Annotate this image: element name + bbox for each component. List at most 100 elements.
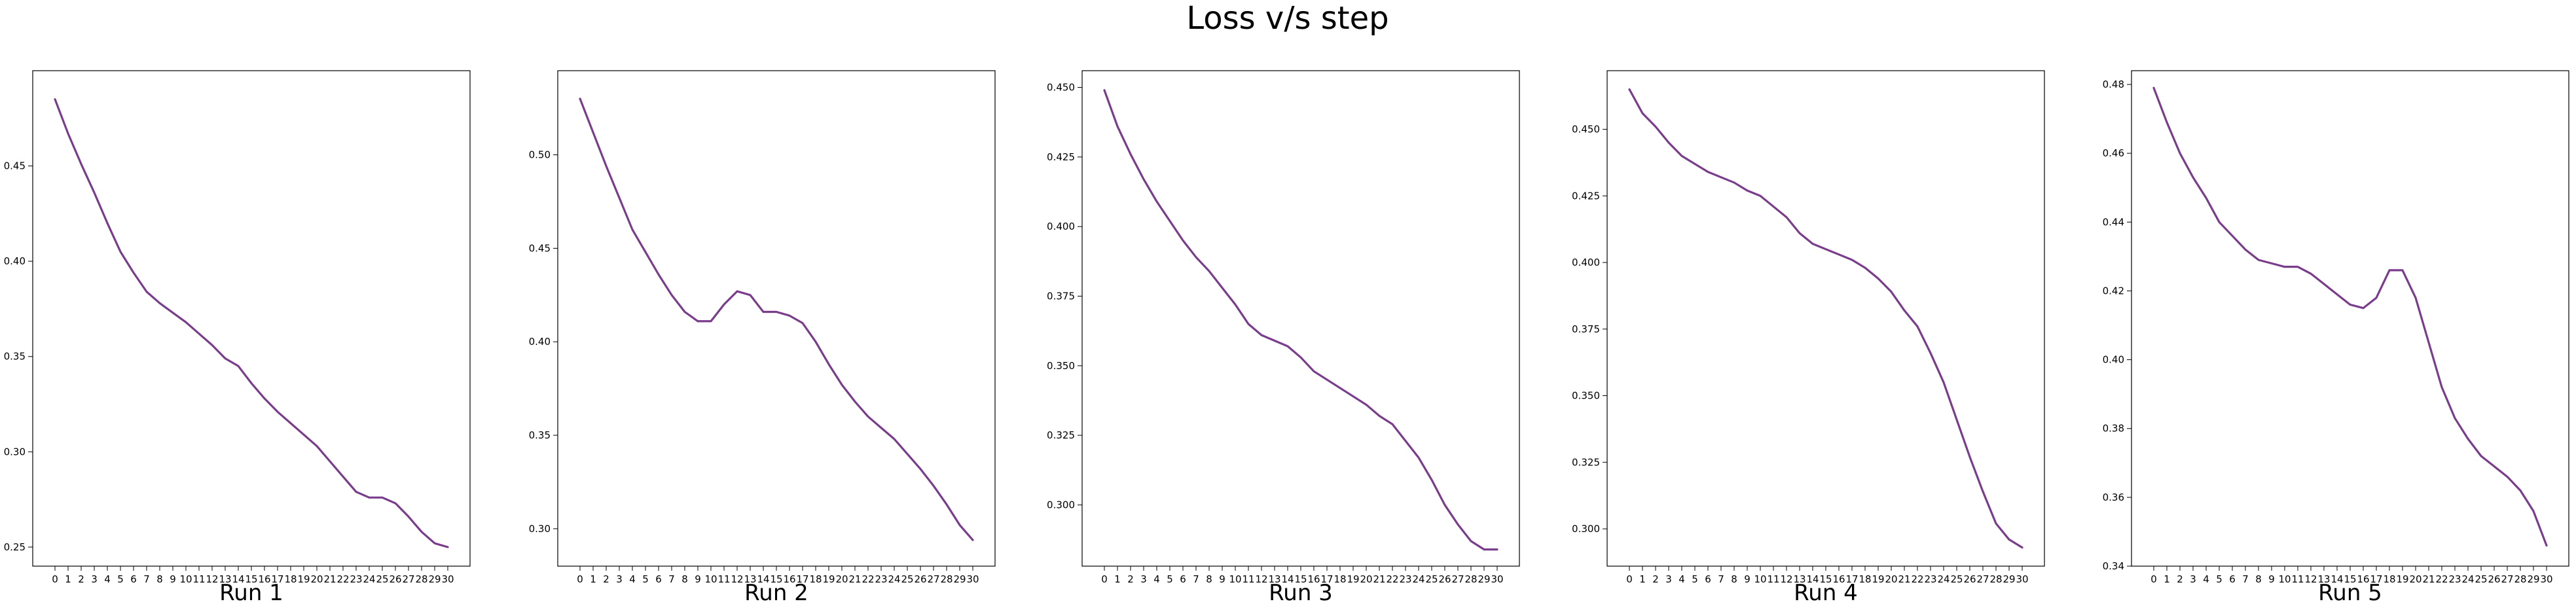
x-tick-label: 28 [415, 573, 427, 585]
x-tick-label: 10 [2278, 573, 2291, 585]
y-tick-label: 0.450 [1047, 82, 1075, 94]
x-tick-label: 15 [2344, 573, 2356, 585]
x-tick-label: 6 [1180, 573, 1186, 585]
x-tick-label: 0 [2150, 573, 2157, 585]
x-tick-label: 12 [2304, 573, 2317, 585]
y-tick-label: 0.30 [529, 523, 551, 535]
x-tick-label: 29 [2527, 573, 2539, 585]
x-tick-label: 5 [642, 573, 649, 585]
x-tick-label: 21 [323, 573, 336, 585]
x-tick-label: 24 [1412, 573, 1424, 585]
x-tick-label: 13 [219, 573, 231, 585]
x-tick-label: 3 [1140, 573, 1147, 585]
x-tick-label: 27 [1976, 573, 1989, 585]
x-tick-label: 8 [156, 573, 163, 585]
x-tick-label: 25 [1425, 573, 1438, 585]
x-tick-label: 2 [78, 573, 84, 585]
x-tick-label: 9 [1219, 573, 1225, 585]
x-tick-label: 1 [1114, 573, 1121, 585]
y-tick-label: 0.425 [1572, 190, 1600, 202]
y-tick-label: 0.300 [1047, 499, 1075, 511]
x-tick-label: 14 [2331, 573, 2343, 585]
y-tick-label: 0.50 [529, 149, 551, 161]
x-tick-label: 16 [2357, 573, 2369, 585]
x-tick-label: 29 [953, 573, 966, 585]
x-tick-label: 20 [835, 573, 848, 585]
x-tick-label: 14 [1281, 573, 1294, 585]
y-tick-label: 0.34 [2103, 560, 2124, 572]
x-tick-label: 27 [1451, 573, 1464, 585]
x-tick-label: 5 [117, 573, 124, 585]
x-tick-label: 13 [1268, 573, 1280, 585]
x-tick-label: 16 [258, 573, 270, 585]
x-tick-label: 20 [2409, 573, 2422, 585]
x-tick-label: 6 [130, 573, 137, 585]
x-tick-label: 16 [783, 573, 795, 585]
x-tick-label: 22 [1386, 573, 1398, 585]
x-tick-label: 0 [52, 573, 58, 585]
x-tick-label: 24 [1937, 573, 1950, 585]
x-tick-label: 7 [2242, 573, 2249, 585]
y-tick-label: 0.42 [2103, 285, 2124, 296]
axes-frame [1081, 70, 1520, 567]
x-tick-label: 7 [1193, 573, 1199, 585]
x-tick-label: 20 [310, 573, 323, 585]
x-tick-label: 14 [1806, 573, 1819, 585]
x-tick-label: 3 [2190, 573, 2196, 585]
x-tick-label: 26 [914, 573, 926, 585]
x-tick-label: 12 [1255, 573, 1267, 585]
x-tick-label: 5 [1167, 573, 1173, 585]
x-tick-label: 1 [1639, 573, 1646, 585]
x-tick-label: 22 [862, 573, 874, 585]
x-tick-label: 4 [1153, 573, 1160, 585]
x-tick-label: 24 [888, 573, 900, 585]
x-tick-label: 21 [2422, 573, 2435, 585]
y-tick-label: 0.425 [1047, 151, 1075, 163]
x-tick-label: 15 [245, 573, 257, 585]
series-line [54, 98, 449, 548]
series-line [1628, 88, 2023, 549]
x-tick-label: 16 [1307, 573, 1320, 585]
x-tick-label: 25 [2475, 573, 2487, 585]
x-tick-label: 19 [2396, 573, 2408, 585]
y-axis: 0.34 0.36 0.38 0.40 0.42 0.44 0.46 0.48 [2103, 79, 2132, 572]
x-tick-label: 28 [2514, 573, 2526, 585]
x-tick-label: 5 [2216, 573, 2222, 585]
x-tick-label: 2 [1127, 573, 1134, 585]
x-tick-label: 22 [336, 573, 349, 585]
x-tick-label: 8 [2255, 573, 2262, 585]
panels-container: 0.250.300.350.400.450 1 2 3 4 5 6 7 8 9 10 11 12 13 14… [4, 70, 2569, 606]
x-tick-label: 21 [848, 573, 861, 585]
x-tick-label: 0 [1626, 573, 1633, 585]
x-tick-label: 23 [875, 573, 887, 585]
x-tick-label: 30 [2016, 573, 2028, 585]
x-tick-label: 30 [441, 573, 454, 585]
x-tick-label: 21 [1898, 573, 1910, 585]
x-tick-label: 3 [1665, 573, 1672, 585]
x-tick-label: 1 [590, 573, 596, 585]
x-tick-label: 15 [1819, 573, 1832, 585]
x-tick-label: 19 [822, 573, 835, 585]
x-axis: 0 1 2 3 4 5 6 7 8 9 10 11 12 13 14 15 16 17 18 19 20 21 22 23 24… [1626, 566, 2029, 585]
x-tick-label: 18 [1333, 573, 1346, 585]
x-tick-label: 23 [1399, 573, 1411, 585]
x-tick-label: 8 [1731, 573, 1737, 585]
axes-frame [557, 70, 996, 567]
x-tick-label: 6 [2229, 573, 2236, 585]
panel-title: Run 3 [1269, 580, 1333, 606]
y-tick-label: 0.325 [1572, 456, 1600, 468]
y-tick-label: 0.375 [1572, 323, 1600, 335]
x-tick-label: 3 [91, 573, 98, 585]
y-tick-label: 0.35 [529, 429, 551, 441]
chart-panel-2: 0.300.350.400.450.500 1 2 3 4 5 6 7 8 9 10 11 12 13 14… [529, 70, 996, 606]
x-tick-label: 11 [1767, 573, 1779, 585]
x-tick-label: 23 [350, 573, 362, 585]
x-tick-label: 24 [363, 573, 375, 585]
chart-panel-5: 0.340.360.380.400.420.440.460.480 1 2 3 4 5 6 7… [2103, 70, 2569, 606]
y-tick-label: 0.450 [1572, 124, 1600, 135]
x-tick-label: 0 [1101, 573, 1108, 585]
panel-title: Run 1 [219, 580, 283, 606]
x-tick-label: 21 [1373, 573, 1385, 585]
